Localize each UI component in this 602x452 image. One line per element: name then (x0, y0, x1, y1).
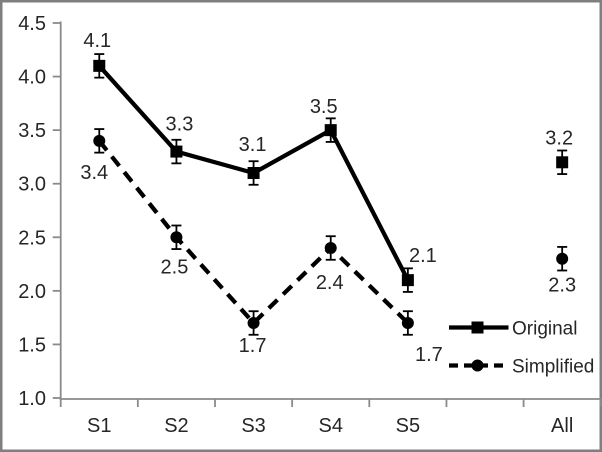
data-label-original: 3.2 (545, 127, 573, 149)
legend-marker-original (471, 321, 484, 334)
legend-label-simplified: Simplified (512, 357, 594, 378)
x-tick-label-s3: S3 (241, 415, 265, 437)
y-tick-label: 4.0 (18, 67, 46, 89)
marker-simplified-s1 (93, 134, 106, 147)
legend-marker-simplified (471, 359, 484, 372)
y-tick-label: 4.5 (18, 13, 46, 35)
marker-original-s3 (247, 166, 260, 179)
legend-label-original: Original (512, 319, 577, 340)
marker-original-s5 (401, 274, 414, 287)
marker-original-s2 (170, 145, 183, 158)
x-tick-label-s5: S5 (396, 415, 420, 437)
marker-original-s1 (93, 59, 106, 72)
data-label-original: 3.3 (166, 114, 194, 136)
data-label-original: 4.1 (83, 30, 111, 52)
data-label-simplified: 2.4 (316, 272, 344, 294)
data-label-original: 3.5 (310, 96, 338, 118)
y-tick-label: 1.0 (18, 388, 46, 410)
data-label-original: 3.1 (239, 134, 267, 156)
y-tick-label: 2.5 (18, 227, 46, 249)
x-tick-label-s4: S4 (318, 415, 342, 437)
marker-simplified-s5 (401, 316, 414, 329)
marker-simplified-s4 (324, 241, 337, 254)
marker-simplified-s2 (170, 231, 183, 244)
y-tick-label: 1.5 (18, 334, 46, 356)
data-label-original: 2.1 (409, 245, 437, 267)
y-tick-label: 2.0 (18, 281, 46, 303)
x-tick-label-s2: S2 (164, 415, 188, 437)
data-label-simplified: 2.3 (548, 275, 576, 297)
x-tick-label-s1: S1 (87, 415, 111, 437)
data-label-simplified: 1.7 (415, 344, 443, 366)
marker-simplified-s3 (247, 316, 260, 329)
y-tick-label: 3.0 (18, 174, 46, 196)
y-tick-label: 3.5 (18, 120, 46, 142)
marker-original-s4 (324, 124, 337, 137)
data-label-simplified: 1.7 (239, 335, 267, 357)
marker-original-all (556, 156, 569, 169)
data-label-simplified: 3.4 (80, 162, 108, 184)
x-tick-label-all: All (551, 415, 573, 437)
marker-simplified-all (556, 252, 569, 265)
data-label-simplified: 2.5 (161, 256, 189, 278)
